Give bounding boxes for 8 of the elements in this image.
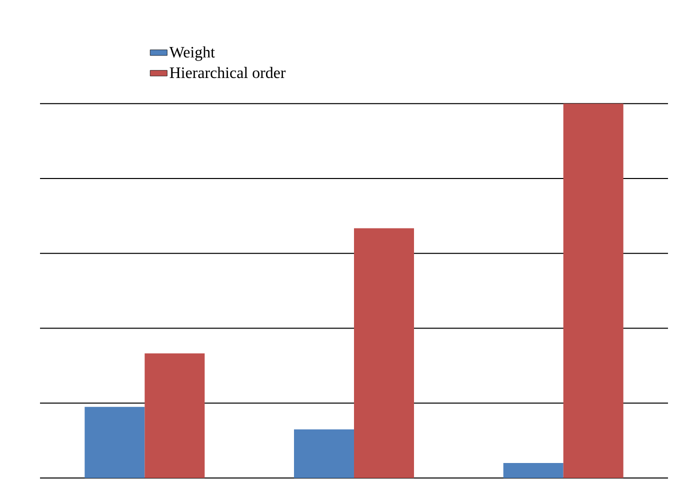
bar bbox=[84, 406, 145, 478]
legend-label: Hierarchical order bbox=[170, 66, 286, 78]
bar bbox=[354, 228, 414, 478]
legend-label: Weight bbox=[169, 46, 215, 61]
bar bbox=[294, 429, 354, 478]
bar bbox=[503, 463, 564, 478]
bar bbox=[563, 104, 624, 478]
bar bbox=[144, 353, 205, 478]
